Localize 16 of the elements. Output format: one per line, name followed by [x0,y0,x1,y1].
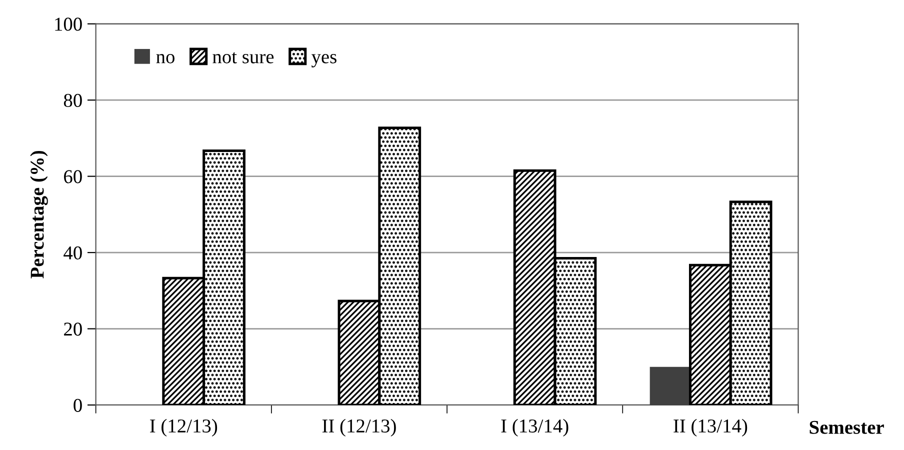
x-tick-label: II (12/13) [322,418,396,437]
x-tick-label: I (13/14) [501,418,568,437]
legend-label: not sure [212,52,274,64]
x-tick-label: II (13/14) [674,418,748,437]
y-tick-label: 80 [64,94,82,108]
y-tick-label: 100 [55,18,82,31]
y-tick-label: 20 [64,322,82,336]
legend-label: yes [311,54,336,68]
x-axis-title: Semester [810,420,884,434]
y-tick-label: 0 [74,398,82,412]
y-axis-title: Percentage (%) [30,150,48,278]
legend-label: no [156,54,174,64]
bar [650,366,690,405]
y-tick-label: 40 [64,246,82,260]
x-tick-label: I (12/13) [150,418,218,437]
y-tick-label: 60 [64,170,82,184]
